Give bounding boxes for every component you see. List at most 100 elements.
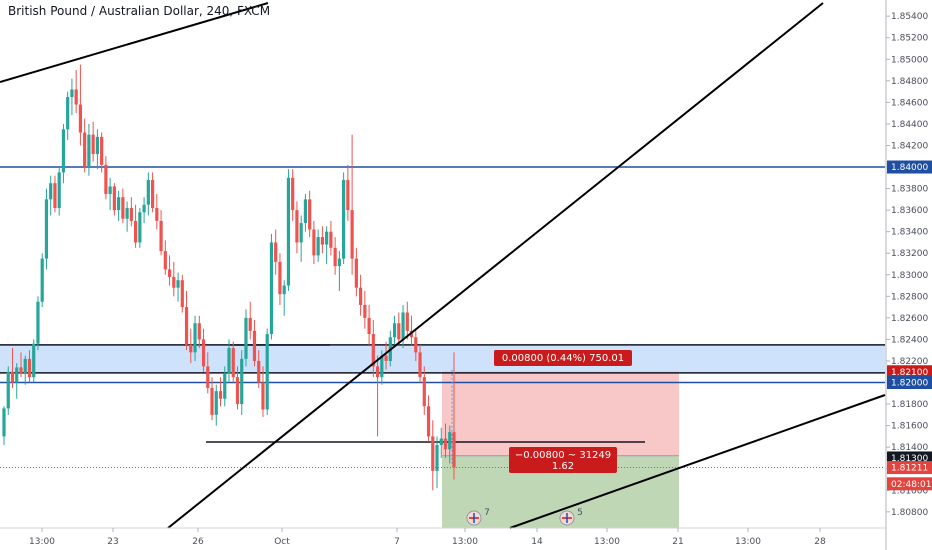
price-badge-label: 1.82000 — [891, 379, 928, 389]
price-badge-label: 02:48:01 — [891, 480, 931, 490]
candle-body — [49, 183, 53, 200]
candle-body — [257, 360, 261, 383]
candle-body — [138, 212, 142, 243]
candle-body — [397, 323, 401, 340]
candle-body — [346, 179, 350, 211]
candle-body — [176, 280, 180, 288]
y-tick-label: 1.84800 — [891, 77, 928, 87]
hline-layer[interactable] — [0, 166, 885, 469]
candle-body — [197, 323, 201, 340]
candle-body — [112, 186, 116, 211]
y-tick-label: 1.82800 — [891, 292, 928, 302]
candle-body — [414, 337, 418, 353]
candle-body — [278, 261, 282, 295]
candle-body — [40, 258, 44, 302]
candle-body — [295, 210, 299, 243]
candle-body — [142, 204, 146, 213]
candle-body — [44, 199, 49, 259]
candle-body — [443, 438, 448, 450]
candle-body — [193, 323, 197, 353]
x-tick-label: 13:00 — [594, 537, 620, 547]
x-tick-label: 13:00 — [735, 537, 761, 547]
candle-body — [333, 247, 337, 267]
candle-body — [231, 348, 235, 378]
y-tick-label: 1.82200 — [891, 357, 928, 367]
candle-body — [78, 104, 83, 133]
price-badge — [887, 365, 932, 379]
x-tick-label: 13:00 — [452, 537, 478, 547]
candle-body — [201, 339, 206, 367]
y-tick-label: 1.85200 — [891, 34, 928, 44]
x-tick-label: 7 — [394, 537, 400, 547]
y-tick-label: 1.82400 — [891, 335, 928, 345]
candle-body — [125, 207, 129, 219]
candle-body — [452, 432, 456, 468]
candle-body — [108, 186, 112, 194]
candle-body — [150, 179, 155, 208]
trend-layer[interactable] — [0, 2, 886, 529]
candle-body — [184, 307, 189, 345]
time-axis[interactable]: 13:00 23 26 Oct 7 13:00 14 13:00 21 13:00 28 — [0, 527, 886, 547]
candle-body — [422, 377, 426, 407]
candle-body — [2, 408, 6, 437]
x-tick-label: Oct — [274, 537, 290, 547]
candle-body — [206, 366, 210, 388]
price-badge — [887, 376, 932, 390]
price-badge-label: 1.84000 — [891, 163, 928, 173]
candle-body — [325, 231, 329, 245]
x-tick-label: 23 — [107, 537, 118, 547]
candle-body — [163, 251, 167, 270]
x-tick-label: 28 — [814, 537, 826, 547]
x-tick-label: 21 — [672, 537, 683, 547]
y-tick-label: 1.82600 — [891, 314, 928, 324]
candle-body — [448, 432, 452, 450]
candle-body — [32, 343, 36, 378]
candle-body — [261, 382, 265, 410]
candle-body — [329, 231, 333, 248]
candle-body — [134, 220, 138, 243]
y-tick-label: 1.81800 — [891, 400, 928, 410]
trend-line[interactable] — [0, 2, 269, 83]
candle-body — [180, 280, 184, 308]
y-tick-label: 1.84600 — [891, 98, 928, 108]
candle-body — [53, 183, 57, 208]
candle-body — [312, 229, 316, 256]
x-tick-label: 14 — [531, 537, 543, 547]
trend-line[interactable] — [167, 2, 824, 529]
candle-body — [159, 220, 163, 252]
candle-body — [363, 304, 367, 318]
candle-body — [286, 177, 291, 286]
candle-body — [155, 207, 159, 221]
price-axis[interactable]: 1.85400 1.85200 1.85000 1.84800 1.84600 1.844… — [885, 0, 932, 550]
candle-body — [299, 223, 303, 243]
candle-body — [337, 258, 341, 267]
y-tick-label: 1.81000 — [891, 486, 928, 496]
y-tick-label: 1.81600 — [891, 422, 928, 432]
y-tick-label: 1.83400 — [891, 228, 928, 238]
candle-body — [15, 367, 19, 383]
candle-body — [210, 387, 214, 415]
candle-body — [10, 371, 15, 383]
candle-body — [291, 177, 295, 211]
candle-body — [23, 358, 27, 374]
position-target-area[interactable] — [442, 371, 679, 456]
candle-body — [367, 317, 371, 335]
chart-title: British Pound / Australian Dollar, 240, … — [8, 4, 270, 18]
candle-body — [265, 334, 269, 410]
label-layer: 0.00800 (0.44%) 750.01 −0.00800 ~ 312491.… — [494, 350, 632, 473]
price-badge — [887, 477, 932, 491]
trend-line[interactable] — [509, 394, 886, 529]
candle-body — [218, 391, 223, 399]
candle-body — [66, 96, 70, 130]
event-count: 7 — [484, 508, 490, 518]
candle-body — [100, 136, 104, 165]
candle-body — [172, 276, 176, 288]
candle-body — [354, 258, 358, 288]
candle-body — [223, 373, 227, 399]
stop-label-box — [509, 447, 617, 473]
y-tick-label: 1.85000 — [891, 55, 928, 65]
candle-body — [418, 352, 422, 378]
